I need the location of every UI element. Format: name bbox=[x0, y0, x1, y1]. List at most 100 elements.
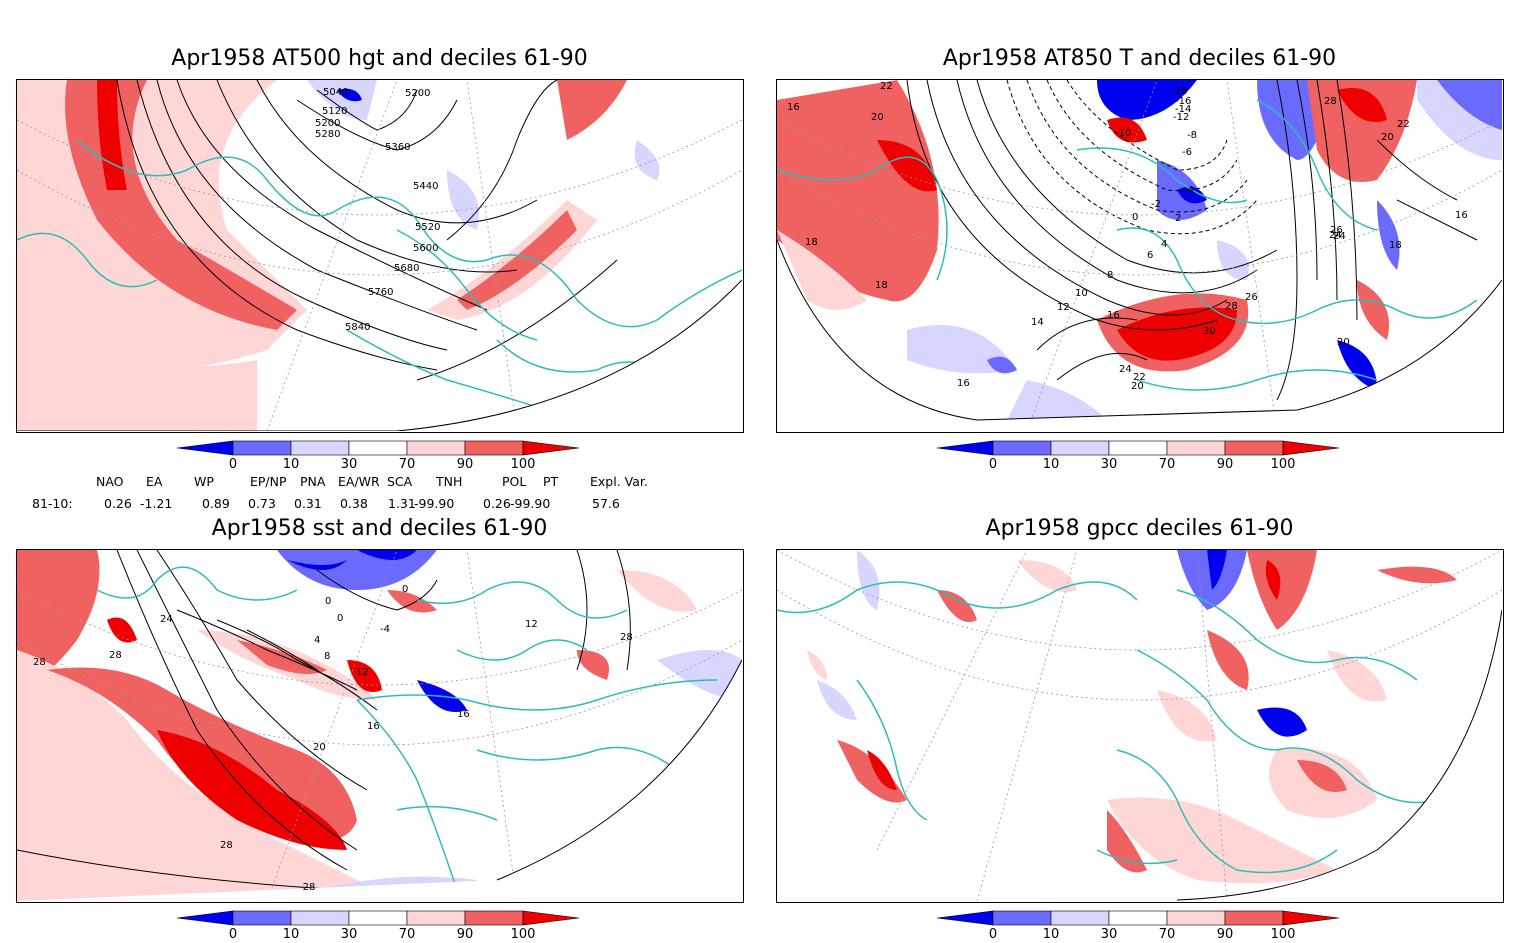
colorbar-segment bbox=[348, 910, 408, 926]
colorbar-tick-label: 90 bbox=[457, 927, 474, 939]
contour-label: 10 bbox=[1075, 288, 1088, 299]
colorbar-arrow-right bbox=[1282, 910, 1340, 926]
contour-label: 0 bbox=[325, 596, 331, 607]
colorbar-segment bbox=[1108, 910, 1168, 926]
index-header: Expl. Var. bbox=[590, 474, 648, 489]
contour-label: 20 bbox=[1337, 337, 1350, 348]
contour-label: 5200 bbox=[315, 118, 340, 129]
colorbar-arrow-right bbox=[1282, 440, 1340, 456]
contour-label: 5120 bbox=[322, 106, 347, 117]
index-value: 0.38 bbox=[340, 496, 368, 511]
colorbar-arrow-left bbox=[936, 910, 994, 926]
contour-label: 26 bbox=[1330, 225, 1343, 236]
contour-label: 22 bbox=[1133, 372, 1146, 383]
colorbar-segment bbox=[1050, 440, 1110, 456]
indices-table: NAO EA WP EP/NP PNA EA/WR SCA TNH POL PT… bbox=[0, 474, 760, 514]
colorbar-segment bbox=[290, 910, 350, 926]
contour-label: 30 bbox=[1203, 326, 1216, 337]
colorbar-segment bbox=[232, 440, 292, 456]
contour-label: 22 bbox=[880, 81, 893, 92]
colorbar-segment bbox=[232, 910, 292, 926]
contour-label: 16 bbox=[787, 102, 800, 113]
contour-label: 24 bbox=[1333, 231, 1346, 242]
colorbar-segment bbox=[992, 910, 1052, 926]
colorbar-tick-label: 0 bbox=[229, 927, 237, 939]
colorbar-arrow-left bbox=[936, 440, 994, 456]
colorbar-segment bbox=[1224, 910, 1284, 926]
index-value: 0.26 bbox=[483, 496, 511, 511]
contour-label: 4 bbox=[1161, 239, 1167, 250]
contour-label: 4 bbox=[314, 635, 320, 646]
contour-label: 5680 bbox=[394, 263, 419, 274]
contour-label: 16 bbox=[367, 721, 380, 732]
contour-label: 28 bbox=[33, 657, 46, 668]
colorbar-segment bbox=[1166, 910, 1226, 926]
contour-label: 5040 bbox=[323, 87, 348, 98]
index-value: 0.89 bbox=[202, 496, 230, 511]
contour-label: 5200 bbox=[405, 88, 430, 99]
contour-label: -14 bbox=[1175, 104, 1191, 115]
contour-label: -10 bbox=[1115, 128, 1131, 139]
contour-label: 18 bbox=[1389, 240, 1402, 251]
index-value: 0.31 bbox=[294, 496, 322, 511]
map-panel-hgt500: 5040 5120 5200 5280 5200 5360 5440 5520 … bbox=[16, 79, 744, 433]
colorbar-tick-label: 100 bbox=[511, 927, 536, 939]
contour-label: -4 bbox=[380, 624, 390, 635]
colorbar-t850: 0 10 30 70 90 100 bbox=[935, 439, 1345, 472]
contour-label: 12 bbox=[356, 667, 369, 678]
colorbar-tick-label: 0 bbox=[989, 927, 997, 939]
colorbar-segment bbox=[464, 440, 524, 456]
colorbar-tick-label: 90 bbox=[457, 457, 474, 469]
colorbar-tick-label: 90 bbox=[1217, 927, 1234, 939]
contour-label: 5280 bbox=[315, 129, 340, 140]
contour-label: 24 bbox=[160, 614, 173, 625]
index-value: 0.73 bbox=[248, 496, 276, 511]
colorbar-gpcc: 0 10 30 70 90 100 bbox=[935, 909, 1345, 942]
colorbar-segment bbox=[290, 440, 350, 456]
colorbar-segment bbox=[464, 910, 524, 926]
contour-label: 12 bbox=[525, 619, 538, 630]
contour-label: 18 bbox=[875, 280, 888, 291]
colorbar-swatches: 0 10 30 70 90 100 bbox=[176, 910, 580, 942]
index-header: PNA bbox=[300, 474, 326, 489]
contour-label: 0 bbox=[337, 613, 343, 624]
contour-label: 6 bbox=[1147, 250, 1153, 261]
contour-label: 16 bbox=[957, 378, 970, 389]
colorbar-segment bbox=[406, 440, 466, 456]
index-value: 1.31 bbox=[388, 496, 416, 511]
colorbar-sst: 0 10 30 70 90 100 bbox=[175, 909, 585, 942]
colorbar-tick-label: 90 bbox=[1217, 457, 1234, 469]
index-header: EA bbox=[146, 474, 163, 489]
contour-label: 28 bbox=[1324, 96, 1337, 107]
contour-label: -4 bbox=[1184, 185, 1194, 196]
contour-label: 20 bbox=[871, 112, 884, 123]
colorbar-tick-label: 10 bbox=[1043, 927, 1060, 939]
colorbar-segment bbox=[406, 910, 466, 926]
colorbar-tick-label: 30 bbox=[1101, 457, 1118, 469]
map-panel-t850: 22 20 16 -18 -16 -14 -12 -10 -8 -6 -4 -2… bbox=[776, 79, 1504, 433]
index-header: TNH bbox=[436, 474, 463, 489]
colorbar-tick-label: 10 bbox=[1043, 457, 1060, 469]
index-value: -99.90 bbox=[510, 496, 551, 511]
colorbar-segment bbox=[1166, 440, 1226, 456]
contour-label: 16 bbox=[1455, 210, 1468, 221]
colorbar-tick-label: 100 bbox=[511, 457, 536, 469]
colorbar-tick-label: 70 bbox=[399, 927, 416, 939]
contour-label: -18 bbox=[1171, 86, 1187, 97]
contour-label: 16 bbox=[1107, 310, 1120, 321]
map-panel-gpcc bbox=[776, 549, 1504, 903]
colorbar-tick-label: 100 bbox=[1271, 457, 1296, 469]
contour-label: -12 bbox=[1173, 112, 1189, 123]
contour-label: 28 bbox=[220, 840, 233, 851]
contour-label: 8 bbox=[1107, 270, 1113, 281]
contour-label: 5760 bbox=[368, 287, 393, 298]
colorbar-segment bbox=[992, 440, 1052, 456]
colorbar-arrow-right bbox=[522, 910, 580, 926]
contour-label: 20 bbox=[313, 742, 326, 753]
contour-label: 24 bbox=[1119, 364, 1132, 375]
index-header: SCA bbox=[387, 474, 413, 489]
contour-label: 24 bbox=[1329, 230, 1342, 241]
index-header: EP/NP bbox=[250, 474, 287, 489]
index-value: 0.26 bbox=[104, 496, 132, 511]
contour-label: 26 bbox=[1245, 292, 1258, 303]
